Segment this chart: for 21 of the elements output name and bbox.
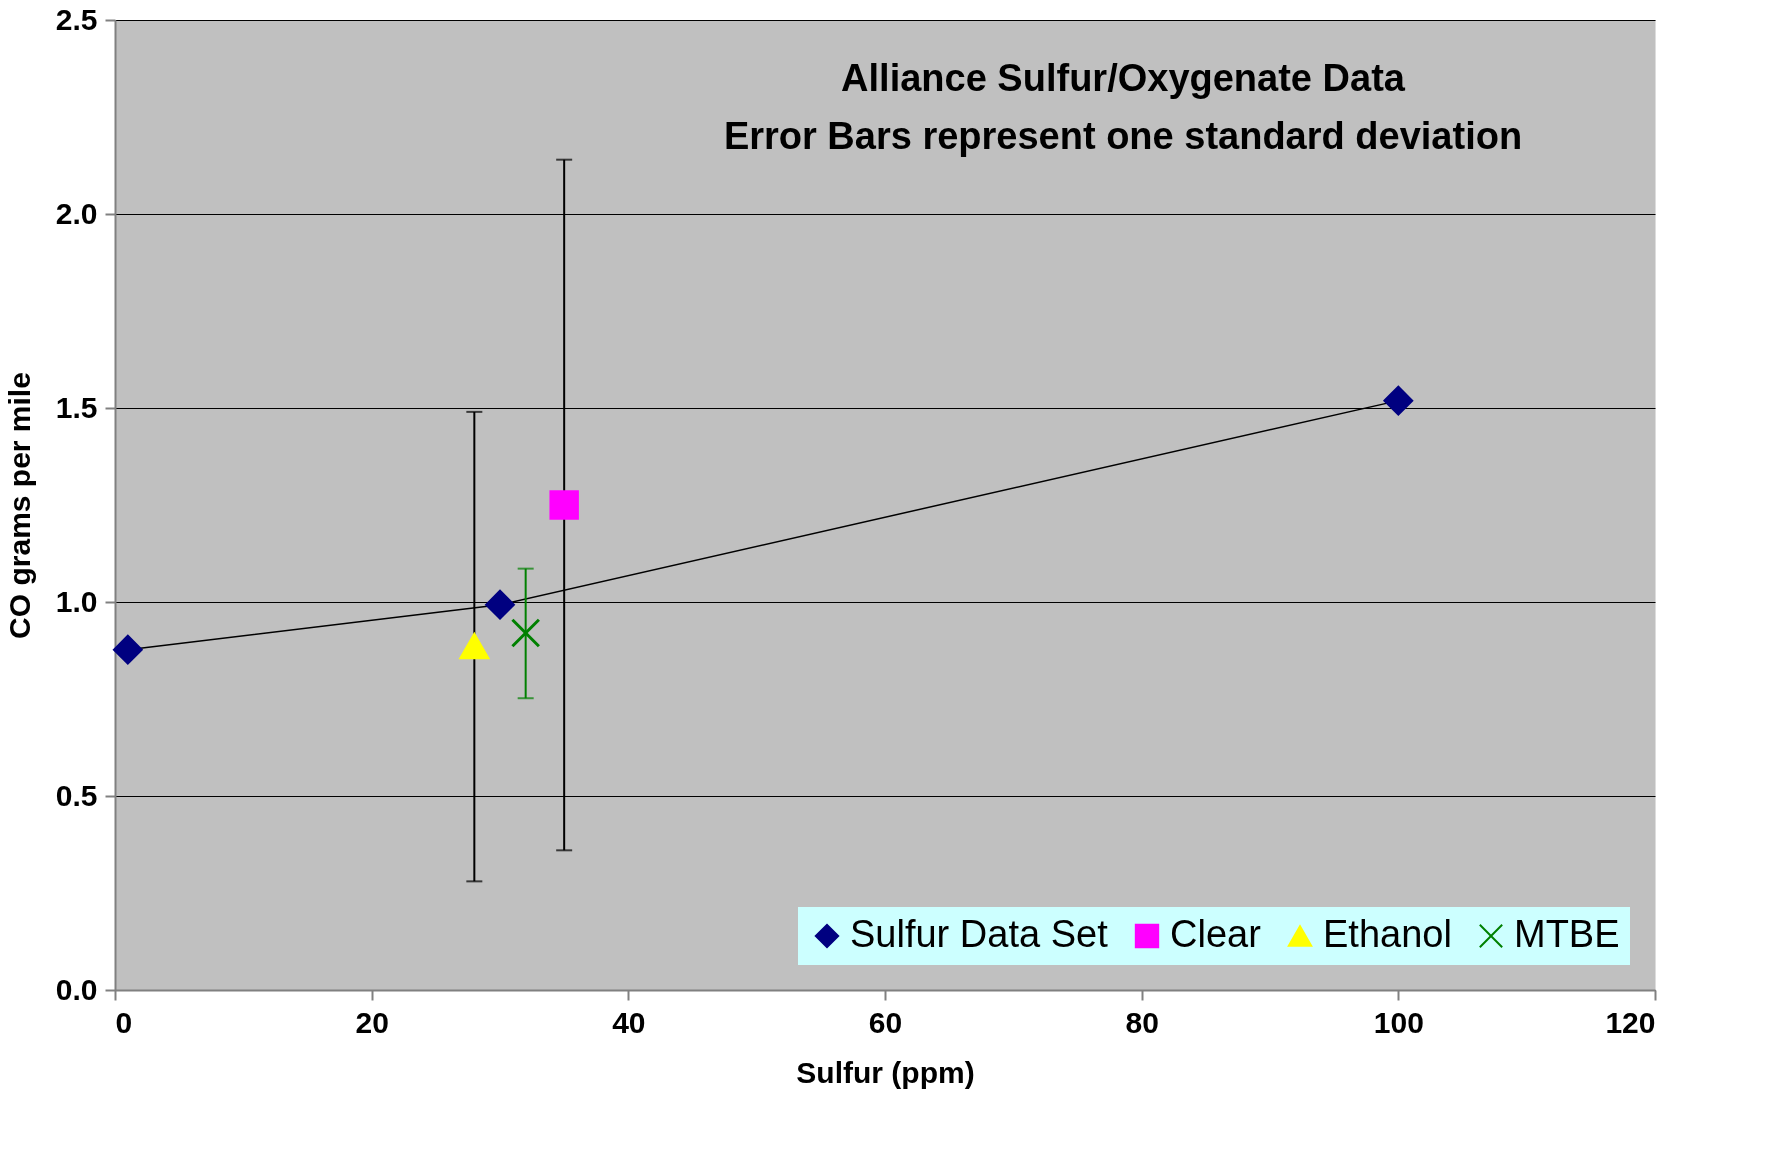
y-tick-label: 0.5 [55,778,98,812]
y-tick-label: 2.5 [55,2,98,36]
x-tick-label: 100 [1373,1005,1424,1039]
x-tick-label: 60 [868,1005,903,1039]
y-tick-label: 1.5 [55,390,98,424]
x-tick-label: 20 [355,1005,389,1039]
x-tick-label: 120 [1605,1005,1656,1039]
x-tick-label: 40 [612,1005,646,1039]
text: Alliance Sulfur/Oxygenate Data [841,57,1406,99]
x-axis-title: Sulfur (ppm) [796,1055,975,1089]
text: Error Bars represent one standard deviation [723,115,1523,157]
legend-label: Clear [1170,913,1262,955]
y-tick-label: 1.0 [55,584,98,618]
y-axis-title: CO grams per mile [2,372,36,639]
legend-label: Ethanol [1323,913,1452,955]
y-tick-label: 0.0 [55,972,98,1006]
legend-label: Sulfur Data Set [850,913,1109,955]
x-tick-label: 80 [1125,1005,1159,1039]
legend-label: MTBE [1514,913,1620,955]
y-tick-label: 2.0 [55,196,98,230]
x-tick-label: 0 [115,1005,133,1039]
